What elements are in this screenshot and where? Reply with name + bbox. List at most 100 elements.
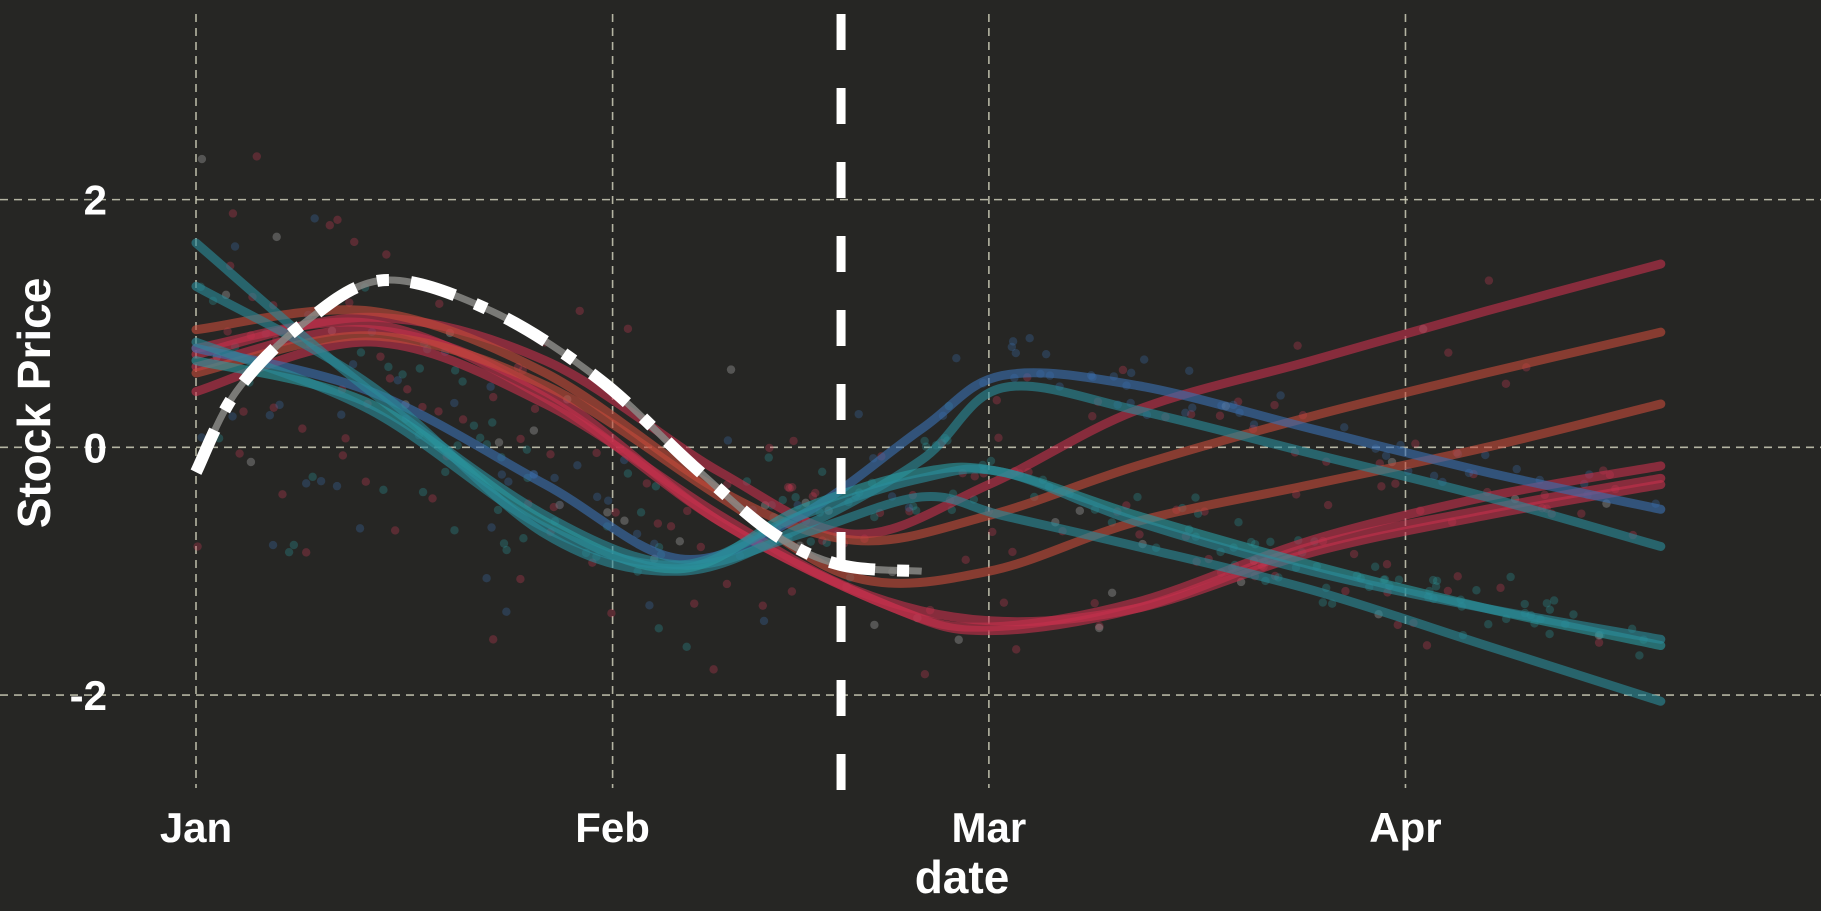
scatter-point [1095,621,1104,631]
scatter-point [1444,348,1453,357]
series-line [191,337,1666,627]
scatter-point [530,404,540,414]
scatter-point [806,537,816,546]
y-tick-label: 0 [84,424,107,471]
scatter-point [623,469,633,478]
scatter-point [1635,651,1644,660]
scatter-point [385,374,395,383]
scatter-point [1233,397,1243,406]
scatter-point [651,482,661,491]
scatter-point [494,438,504,447]
scatter-point [278,490,287,499]
scatter-point [787,587,797,596]
scatter-point [1393,620,1402,630]
scatter-point [428,494,437,503]
scatter-point [992,396,1001,405]
scatter-point [970,472,979,481]
scatter-point [1012,645,1021,654]
scatter-point [592,448,601,458]
scatter-point [920,436,929,446]
scatter-point [726,365,736,374]
scatter-point [1520,599,1529,609]
scatter-point [723,436,733,445]
scatter-point [502,607,511,616]
scatter-point [808,492,818,501]
trend-layer [190,274,923,578]
y-tick-label: -2 [70,672,107,719]
scatter-point [1422,641,1432,650]
scatter-point [592,492,602,502]
series-line [191,337,1666,644]
scatter-point [1107,588,1117,598]
scatter-point [1549,596,1559,605]
scatter-point [1512,464,1521,474]
scatter-point [954,635,963,644]
scatter-point [1191,493,1200,502]
scatter-point [909,502,918,511]
scatter-point [1323,500,1333,510]
series-line [191,331,1666,588]
scatter-point [193,542,202,551]
scatter-point [1118,365,1128,375]
scatter-point [361,477,371,486]
scatter-point [645,601,654,610]
scatter-point [450,366,460,375]
scatter-point [905,507,914,516]
scatter-point [1431,582,1441,591]
scatter-point [1429,471,1439,481]
scatter-point [379,485,388,495]
scatter-point [516,574,525,584]
scatter-point [345,298,354,307]
scatter-point [337,410,346,419]
scatter-point [1349,549,1359,559]
scatter-point [228,412,237,421]
scatter-point [499,539,509,548]
scatter-point [632,529,642,539]
scatter-point [1133,492,1142,502]
scatter-point [549,502,559,512]
scatter-point [1094,623,1104,633]
scatter-point [785,483,794,493]
scatter-point [555,500,564,510]
scatter-point [1008,547,1017,557]
scatter-point [870,512,879,522]
scatter-point [904,503,914,512]
scatter-point [469,421,479,430]
scatter-point [765,443,774,453]
ticks-layer: 2 0 -2 Jan Feb Mar Apr [70,177,1442,851]
scatter-point [1008,337,1018,346]
x-tick-label: Feb [575,804,650,851]
scatter-point [758,601,768,610]
grid-layer [0,14,1821,788]
scatter-point [1545,605,1555,614]
scatter-point [1266,537,1275,547]
scatter-point [348,360,358,369]
scatter-point [778,495,787,505]
scatter-point [764,453,773,462]
scatter-point [623,324,633,333]
scatter-point [1215,411,1225,420]
scatter-point [434,407,443,416]
scatter-point [376,352,385,361]
scatter-point [650,539,659,548]
scatter-point [1293,341,1302,350]
scatter-point [791,493,800,502]
scatter-point [682,642,691,651]
scatter-point [683,506,692,516]
scatter-point [230,242,240,251]
scatter-point [986,456,996,466]
scatter-point [1377,482,1386,491]
scatter-point [675,537,685,546]
scatter-point [265,411,275,420]
scatter-point [301,548,311,557]
scatter-point [1127,368,1136,378]
scatter-point [356,348,366,357]
scatter-point [1041,349,1051,359]
scatter-point [289,540,299,550]
scatter-point [301,479,311,488]
x-tick-label: Jan [160,804,232,851]
scatter-point [529,426,539,435]
scatter-point [1185,366,1194,375]
